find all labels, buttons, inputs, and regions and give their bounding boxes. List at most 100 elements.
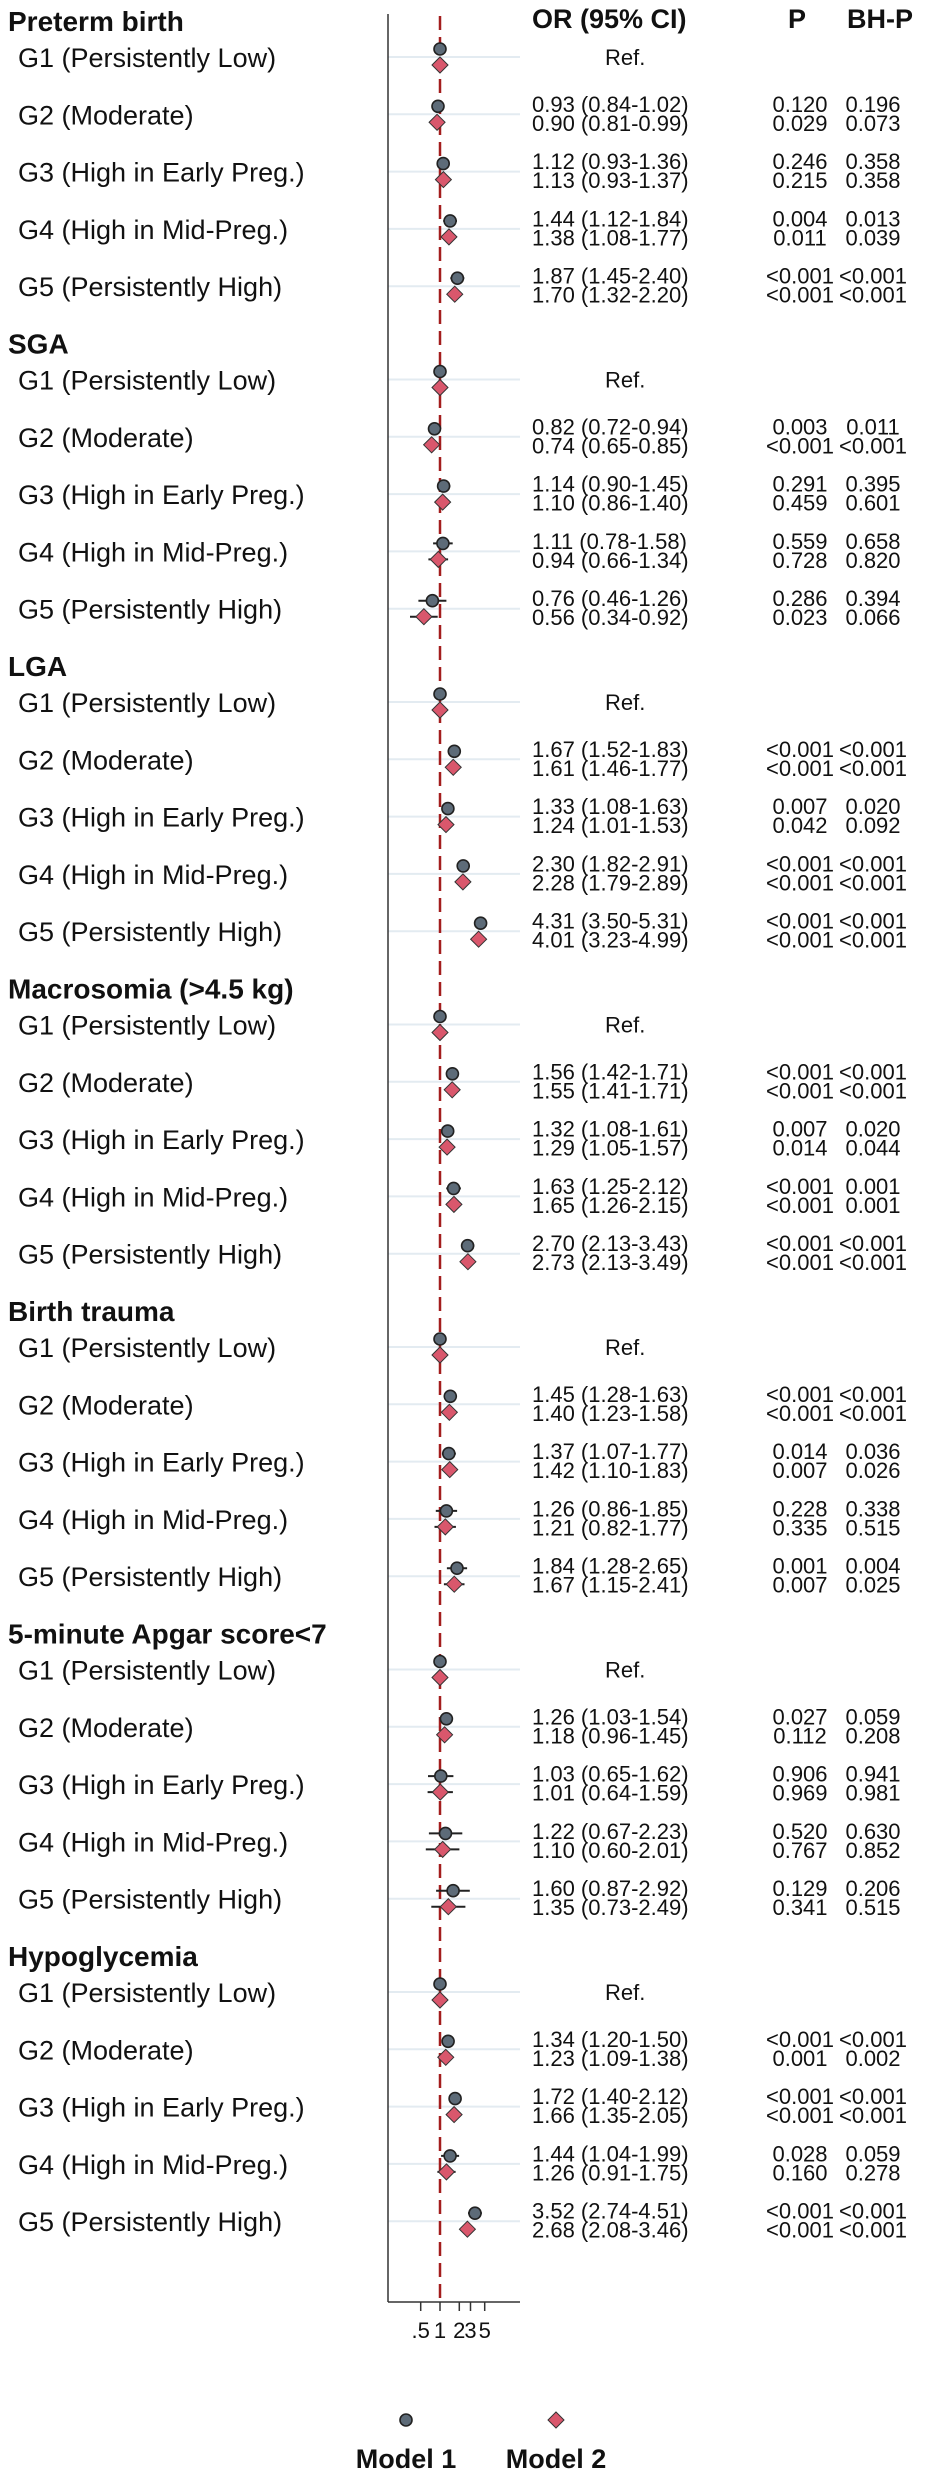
point-model-2-reference (431, 701, 449, 719)
bh-p-value-model-2: <0.001 (839, 870, 907, 895)
or-ci-text-model-1: 1.11 (0.78-1.58) (532, 529, 687, 554)
row-label: G3 (High in Early Preg.) (18, 1448, 305, 1478)
or-ci-text-model-1: 1.72 (1.40-2.12) (532, 2084, 689, 2109)
or-ci-text-model-2: 1.65 (1.26-2.15) (532, 1193, 689, 1218)
group-title: SGA (8, 329, 69, 360)
point-model-1 (450, 1561, 464, 1575)
point-model-2 (437, 2163, 456, 2181)
point-model-1 (436, 536, 450, 551)
or-ci-text-model-2: 1.40 (1.23-1.58) (532, 1401, 689, 1426)
group-title: Preterm birth (8, 6, 184, 37)
row-label: G1 (Persistently Low) (18, 1333, 276, 1363)
bh-p-value-model-1: 0.013 (845, 206, 900, 231)
row-label: G1 (Persistently Low) (18, 43, 276, 73)
point-model-1 (441, 801, 455, 816)
legend: Model 1 Model 2 (356, 2411, 607, 2474)
or-ci-text-model-1: 2.70 (2.13-3.43) (532, 1231, 689, 1256)
bh-p-value-model-2: 0.002 (845, 2046, 900, 2071)
row-label: G1 (Persistently Low) (18, 1011, 276, 1041)
or-ci-text-model-2: 2.28 (1.79-2.89) (532, 870, 689, 895)
or-ci-text-model-2: 0.74 (0.65-0.85) (532, 433, 689, 458)
or-ci-text-model-1: 0.76 (0.46-1.26) (532, 586, 689, 611)
point-model-2-reference (431, 1991, 449, 2009)
p-value-model-2: 0.335 (772, 1515, 827, 1540)
row-label: G2 (Moderate) (18, 2035, 194, 2065)
p-value-model-2: 0.042 (772, 813, 827, 838)
point-model-1 (450, 271, 465, 286)
point-model-1 (443, 1389, 458, 1404)
or-ci-text-model-1: 1.34 (1.20-1.50) (532, 2027, 689, 2052)
point-model-2 (446, 285, 464, 303)
point-model-2 (428, 113, 446, 132)
point-model-2 (440, 228, 458, 246)
or-ci-text-model-1: 1.26 (0.86-1.85) (532, 1496, 689, 1521)
row-label: G2 (Moderate) (18, 423, 194, 453)
bh-p-value-model-2: <0.001 (839, 283, 907, 308)
row-label: G2 (Moderate) (18, 745, 194, 775)
point-model-2 (433, 1840, 452, 1859)
point-model-2 (445, 1575, 463, 1593)
bh-p-value-model-1: <0.001 (839, 2199, 907, 2224)
or-ci-text-model-1: 1.67 (1.52-1.83) (532, 737, 689, 762)
legend-label-model-2: Model 2 (506, 2444, 607, 2474)
header-or: OR (95% CI) (532, 4, 687, 34)
point-model-1 (436, 156, 451, 171)
or-ci-text-model-2: 1.26 (0.91-1.75) (532, 2160, 689, 2185)
point-model-2 (445, 1195, 463, 1214)
p-value-model-1: 0.120 (772, 92, 827, 117)
group-title: LGA (8, 651, 67, 682)
point-model-2 (439, 1897, 458, 1916)
point-model-2 (440, 1403, 459, 1422)
or-ci-text-model-1: 1.87 (1.45-2.40) (532, 264, 689, 289)
point-model-2 (437, 815, 455, 834)
p-value-model-1: 0.003 (772, 414, 827, 439)
bh-p-value-model-2: <0.001 (839, 2103, 907, 2128)
p-value-model-2: <0.001 (766, 870, 834, 895)
or-ci-text-model-1: 1.26 (1.03-1.54) (532, 1704, 689, 1729)
legend-marker-model-1 (399, 2413, 413, 2427)
point-model-1-reference (433, 42, 447, 56)
bh-p-value-model-2: 0.981 (845, 1781, 900, 1806)
point-model-2 (436, 1518, 455, 1536)
row-label: G5 (Persistently High) (18, 1885, 282, 1915)
p-value-model-1: 0.001 (772, 1554, 827, 1579)
or-ci-text-model-1: 1.33 (1.08-1.63) (532, 794, 689, 819)
p-value-model-1: 0.286 (772, 586, 827, 611)
or-ci-text-model-2: 1.13 (0.93-1.37) (532, 168, 689, 193)
p-value-model-1: 0.291 (772, 472, 827, 497)
point-model-1 (460, 1238, 475, 1253)
point-model-2-reference (431, 1023, 449, 1042)
row-label: G5 (Persistently High) (18, 272, 282, 302)
point-model-2 (445, 2105, 463, 2124)
bh-p-value-model-2: <0.001 (839, 928, 907, 953)
or-ci-text-model-1: 1.12 (0.93-1.36) (532, 149, 689, 174)
or-ci-text-model-2: 1.67 (1.15-2.41) (532, 1573, 689, 1598)
legend-label-model-1: Model 1 (356, 2444, 457, 2474)
row-label: G3 (High in Early Preg.) (18, 2093, 305, 2123)
p-value-model-2: <0.001 (766, 756, 834, 781)
row-label: G4 (High in Mid-Preg.) (18, 1827, 288, 1857)
bh-p-value-model-2: 0.026 (845, 1458, 900, 1483)
bh-p-value-model-2: 0.092 (845, 813, 900, 838)
x-tick-label: .5 (412, 2318, 430, 2343)
or-ci-text-model-2: 0.90 (0.81-0.99) (532, 111, 689, 136)
point-model-2 (444, 758, 462, 777)
row-label: G4 (High in Mid-Preg.) (18, 215, 288, 245)
p-value-model-2: <0.001 (766, 1250, 834, 1275)
point-model-1 (425, 593, 440, 608)
or-ci-text-model-1: 4.31 (3.50-5.31) (532, 909, 689, 934)
point-model-2 (431, 1783, 449, 1801)
p-value-model-1: <0.001 (766, 264, 834, 289)
bh-p-value-model-1: <0.001 (839, 2084, 907, 2109)
row-label: G1 (Persistently Low) (18, 1978, 276, 2008)
point-model-2 (433, 493, 452, 511)
bh-p-value-model-2: <0.001 (839, 1078, 907, 1103)
row-label: G4 (High in Mid-Preg.) (18, 1505, 288, 1535)
bh-p-value-model-1: 0.011 (846, 414, 899, 439)
or-ci-text-model-2: 0.94 (0.66-1.34) (532, 548, 689, 573)
p-value-model-1: <0.001 (766, 1174, 834, 1199)
or-ci-text-model-1: 1.03 (0.65-1.62) (532, 1762, 689, 1787)
point-model-2 (435, 1726, 454, 1744)
